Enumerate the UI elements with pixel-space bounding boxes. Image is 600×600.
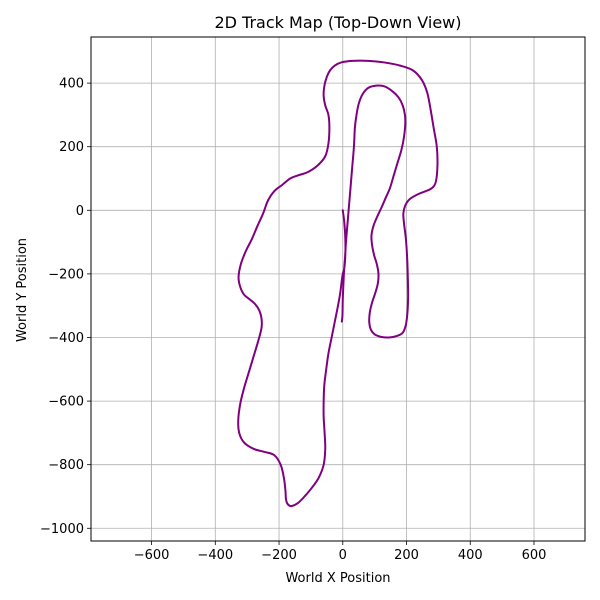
- y-tick-label: −400: [48, 331, 84, 346]
- x-tick-label: 200: [394, 548, 419, 563]
- plot-frame: [90, 36, 586, 542]
- x-axis-ticks: −600 −400 −200 0 200 400 600: [134, 541, 547, 563]
- x-tick-label: 400: [458, 548, 483, 563]
- y-tick-label: −1000: [40, 522, 84, 537]
- x-tick-label: 600: [522, 548, 547, 563]
- plot-area: [237, 59, 439, 508]
- y-tick-label: −600: [48, 395, 84, 410]
- y-axis-label: World Y Position: [15, 238, 30, 342]
- y-tick-label: 400: [59, 77, 84, 92]
- y-tick-label: 0: [76, 204, 84, 219]
- grid: [91, 37, 585, 541]
- chart-title: 2D Track Map (Top-Down View): [214, 13, 461, 32]
- x-axis-label: World X Position: [285, 571, 390, 586]
- x-tick-label: −600: [134, 548, 170, 563]
- y-tick-label: −800: [48, 458, 84, 473]
- track-line: [237, 59, 439, 508]
- x-tick-label: −400: [197, 548, 233, 563]
- x-tick-label: 0: [339, 548, 347, 563]
- y-tick-label: 200: [59, 140, 84, 155]
- y-tick-label: −200: [48, 267, 84, 282]
- y-axis-ticks: −1000 −800 −600 −400 −200 0 200 400: [40, 77, 91, 537]
- x-tick-label: −200: [261, 548, 297, 563]
